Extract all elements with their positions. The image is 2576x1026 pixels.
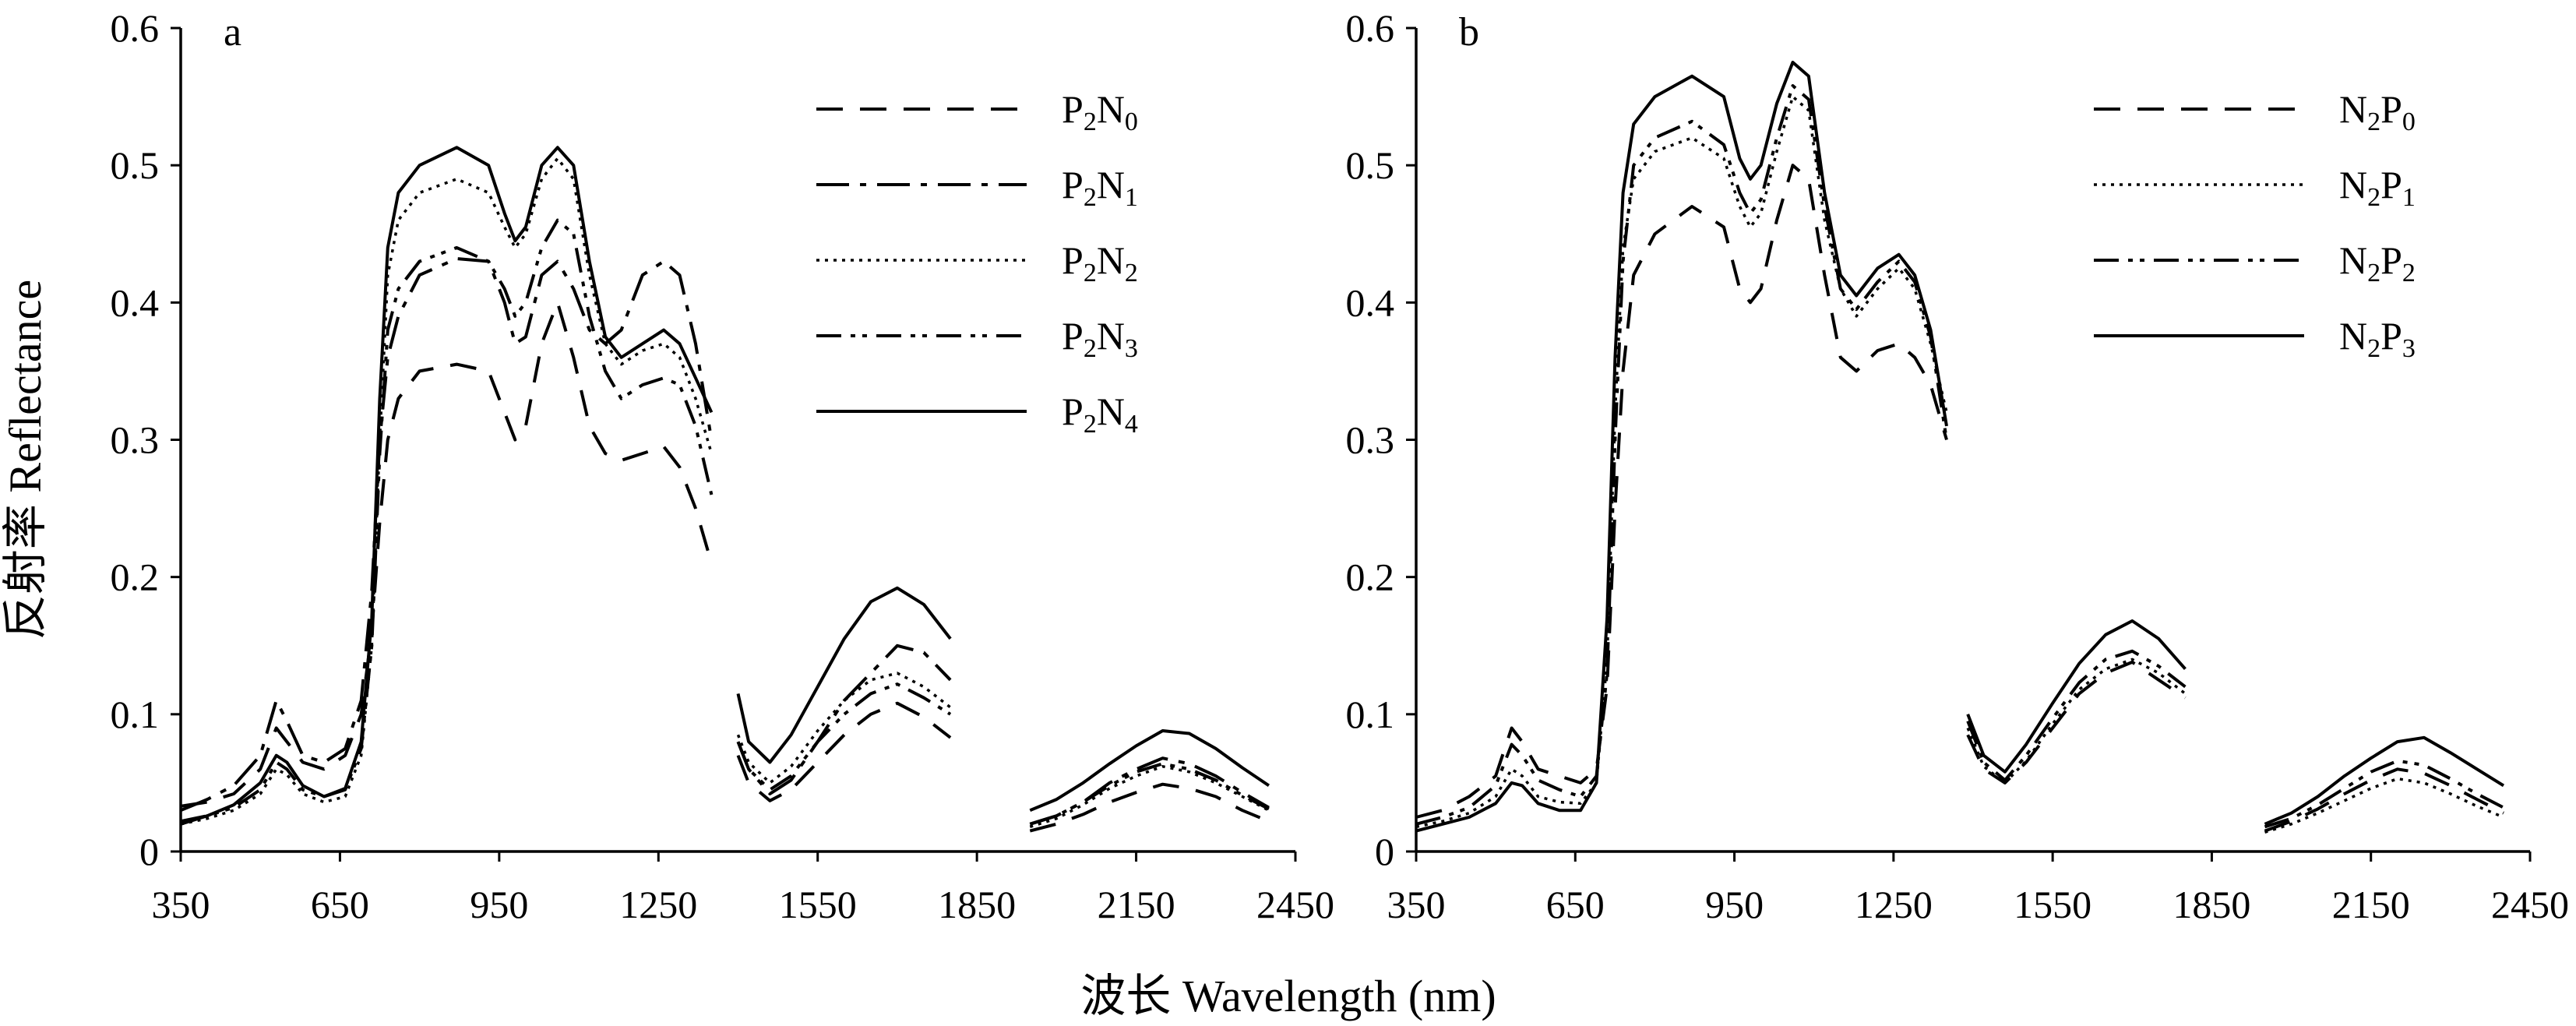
x-tick-label: 1550 [2014,883,2091,926]
legend-label-N2P2: N2P2 [2339,238,2416,287]
legend-label-N2P1: N2P1 [2339,163,2416,212]
y-tick-label: 0.5 [1346,143,1395,187]
series-line-P2N3 [180,218,1270,826]
x-tick-label: 2150 [2332,883,2410,926]
y-tick-label: 0.6 [111,6,160,50]
y-tick-label: 0.2 [111,555,160,599]
y-tick-label: 0 [139,830,159,873]
panel-label: a [224,10,241,55]
legend-label-P2N4: P2N4 [1062,390,1138,439]
x-tick-label: 2450 [2491,883,2569,926]
x-tick-label: 2150 [1098,883,1175,926]
legend-label-P2N1: P2N1 [1062,163,1138,212]
x-tick-label: 650 [1546,883,1605,926]
series-line-P2N0 [180,301,1270,833]
y-tick-label: 0.1 [1346,693,1395,736]
series-line-N2P2 [1415,84,2504,829]
y-tick-label: 0.3 [1346,418,1395,462]
y-tick-label: 0.5 [111,143,160,187]
y-tick-label: 0.1 [111,693,160,736]
x-tick-label: 950 [1705,883,1764,926]
x-tick-label: 1850 [2173,883,2250,926]
series-line-N2P3 [1415,61,2505,833]
legend-label-N2P3: N2P3 [2339,314,2416,363]
y-tick-label: 0 [1375,830,1394,873]
x-tick-label: 950 [470,883,528,926]
x-tick-label: 350 [152,883,210,926]
x-tick-label: 350 [1387,883,1446,926]
y-tick-label: 0.6 [1346,6,1395,50]
x-tick-label: 2450 [1256,883,1334,926]
x-tick-label: 1250 [1855,883,1933,926]
legend-label-P2N2: P2N2 [1062,238,1138,287]
legend-label-N2P0: N2P0 [2339,87,2416,136]
y-tick-label: 0.3 [111,418,160,462]
y-tick-label: 0.2 [1346,555,1395,599]
x-tick-label: 650 [311,883,369,926]
panel-b: 0 0.1 0.2 0.3 0.4 0.5 0.6 350 650 950 1250 1550 1850… [1346,6,2570,926]
x-tick-label: 1550 [779,883,857,926]
y-axis-title: 反射率 Reflectance [0,280,51,640]
panel-label: b [1459,10,1479,55]
legend-label-P2N0: P2N0 [1062,87,1138,136]
series-line-N2P0 [1415,164,2504,833]
panel-a: 0 0.1 0.2 0.3 0.4 0.5 0.6 350 650 950 1250 1550 1850… [111,6,1335,926]
x-axis-title: 波长 Wavelength (nm) [1080,971,1496,1021]
legend-label-P2N3: P2N3 [1062,314,1138,363]
y-tick-label: 0.4 [1346,280,1395,324]
series-line-P2N4 [180,146,1270,826]
y-tick-label: 0.4 [111,280,160,324]
series-line-P2N1 [180,257,1270,826]
series-line-P2N2 [180,157,1270,828]
series-line-N2P1 [1415,95,2504,834]
x-tick-label: 1250 [619,883,697,926]
x-tick-label: 1850 [938,883,1016,926]
